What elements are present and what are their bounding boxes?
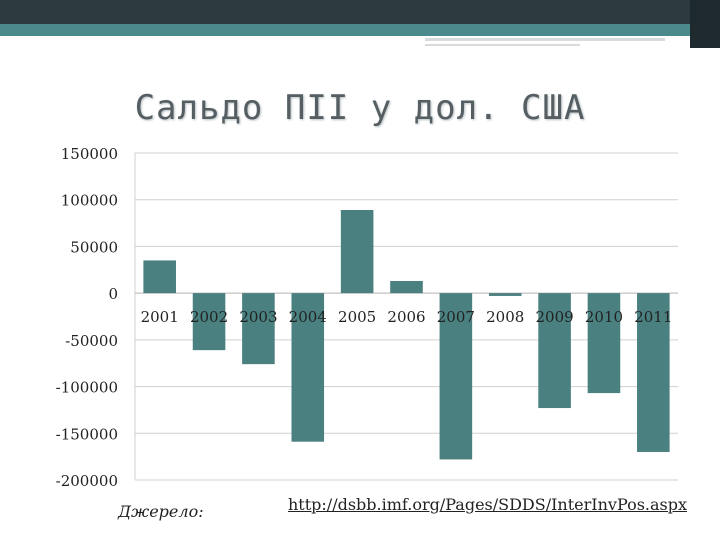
bar-2009 [538, 293, 571, 409]
bar-2003 [242, 293, 275, 365]
x-tick-label: 2010 [585, 308, 623, 326]
bar-2001 [143, 260, 176, 294]
source-label: Джерело: [118, 502, 204, 521]
y-tick-label: -200000 [56, 472, 118, 490]
y-tick-label: 150000 [61, 145, 118, 163]
chart-bars [143, 209, 670, 460]
x-tick-label: 2002 [190, 308, 228, 326]
header-bar [0, 0, 720, 24]
y-tick-label: -100000 [56, 379, 118, 397]
bar-2006 [390, 280, 423, 294]
x-tick-label: 2003 [239, 308, 277, 326]
bar-2004 [291, 293, 325, 442]
y-tick-label: -50000 [65, 332, 118, 350]
x-tick-label: 2005 [338, 308, 376, 326]
chart-grid [134, 152, 678, 481]
chart-title: Сальдо ПІІ у дол. США [134, 88, 586, 128]
bar-2005 [340, 209, 374, 294]
y-tick-label: -150000 [56, 425, 118, 443]
x-tick-label: 2006 [387, 308, 425, 326]
header-decor-line [425, 38, 665, 41]
x-axis-tick-labels: 2001 2002 2003 2004 2005 2006 2007 2008 2009 2010… [141, 308, 673, 326]
x-tick-label: 2008 [486, 308, 524, 326]
header-decor-line-short [425, 44, 580, 46]
x-tick-label: 2001 [141, 308, 179, 326]
bar-2007 [439, 293, 473, 460]
header-corner-block [690, 0, 720, 48]
y-tick-label: 100000 [61, 192, 118, 210]
bar-2010 [587, 293, 621, 394]
source-link[interactable]: http://dsbb.imf.org/Pages/SDDS/InterInvP… [288, 495, 688, 514]
x-tick-label: 2009 [535, 308, 573, 326]
y-axis-tick-labels: 150000 100000 50000 0 -50000 -100000 -150000 -2… [56, 145, 118, 490]
y-tick-label: 0 [108, 285, 118, 303]
bar-2008 [488, 293, 522, 296]
bar-2011 [637, 293, 670, 452]
header-accent-bar [0, 24, 720, 36]
x-tick-label: 2007 [437, 308, 475, 326]
x-tick-label: 2011 [634, 308, 672, 326]
y-tick-label: 50000 [70, 238, 118, 256]
bar-2002 [192, 293, 226, 351]
x-tick-label: 2004 [289, 308, 327, 326]
